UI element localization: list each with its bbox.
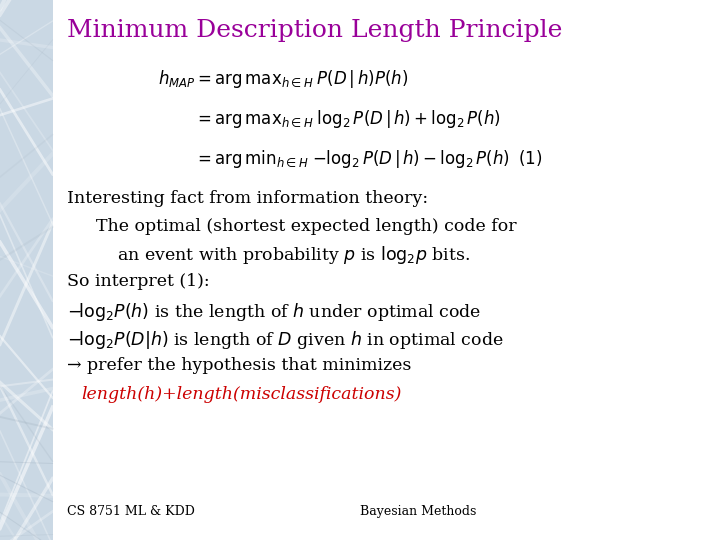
Text: $= \mathrm{arg\,min}_{h \in H}\; {-}\log_2 P(D\,|\,h) - \log_2 P(h)\;\;(1)$: $= \mathrm{arg\,min}_{h \in H}\; {-}\log… xyxy=(194,148,543,171)
Text: So interpret (1):: So interpret (1): xyxy=(67,273,210,290)
Text: Minimum Description Length Principle: Minimum Description Length Principle xyxy=(67,19,562,42)
Text: Interesting fact from information theory:: Interesting fact from information theory… xyxy=(67,190,428,207)
Text: → prefer the hypothesis that minimizes: → prefer the hypothesis that minimizes xyxy=(67,357,411,374)
Text: $-\!\log_2\!P(D|h)$ is length of $D$ given $h$ in optimal code: $-\!\log_2\!P(D|h)$ is length of $D$ giv… xyxy=(67,329,503,352)
Text: $-\!\log_2\!P(h)$ is the length of $h$ under optimal code: $-\!\log_2\!P(h)$ is the length of $h$ u… xyxy=(67,301,481,323)
Text: length(h)+length(misclassifications): length(h)+length(misclassifications) xyxy=(81,386,402,403)
Text: The optimal (shortest expected length) code for: The optimal (shortest expected length) c… xyxy=(96,218,516,234)
Text: $h_{MAP} = \mathrm{arg\,max}_{h \in H}\; P(D\,|\,h)P(h)$: $h_{MAP} = \mathrm{arg\,max}_{h \in H}\;… xyxy=(158,68,409,90)
Bar xyxy=(0,0,53,540)
Text: $= \mathrm{arg\,max}_{h \in H}\; \log_2 P(D\,|\,h) + \log_2 P(h)$: $= \mathrm{arg\,max}_{h \in H}\; \log_2 … xyxy=(194,108,501,130)
Text: CS 8751 ML & KDD: CS 8751 ML & KDD xyxy=(67,505,195,518)
Text: Bayesian Methods: Bayesian Methods xyxy=(360,505,477,518)
Text: an event with probability $p$ is $\log_2\!p$ bits.: an event with probability $p$ is $\log_2… xyxy=(117,244,471,266)
